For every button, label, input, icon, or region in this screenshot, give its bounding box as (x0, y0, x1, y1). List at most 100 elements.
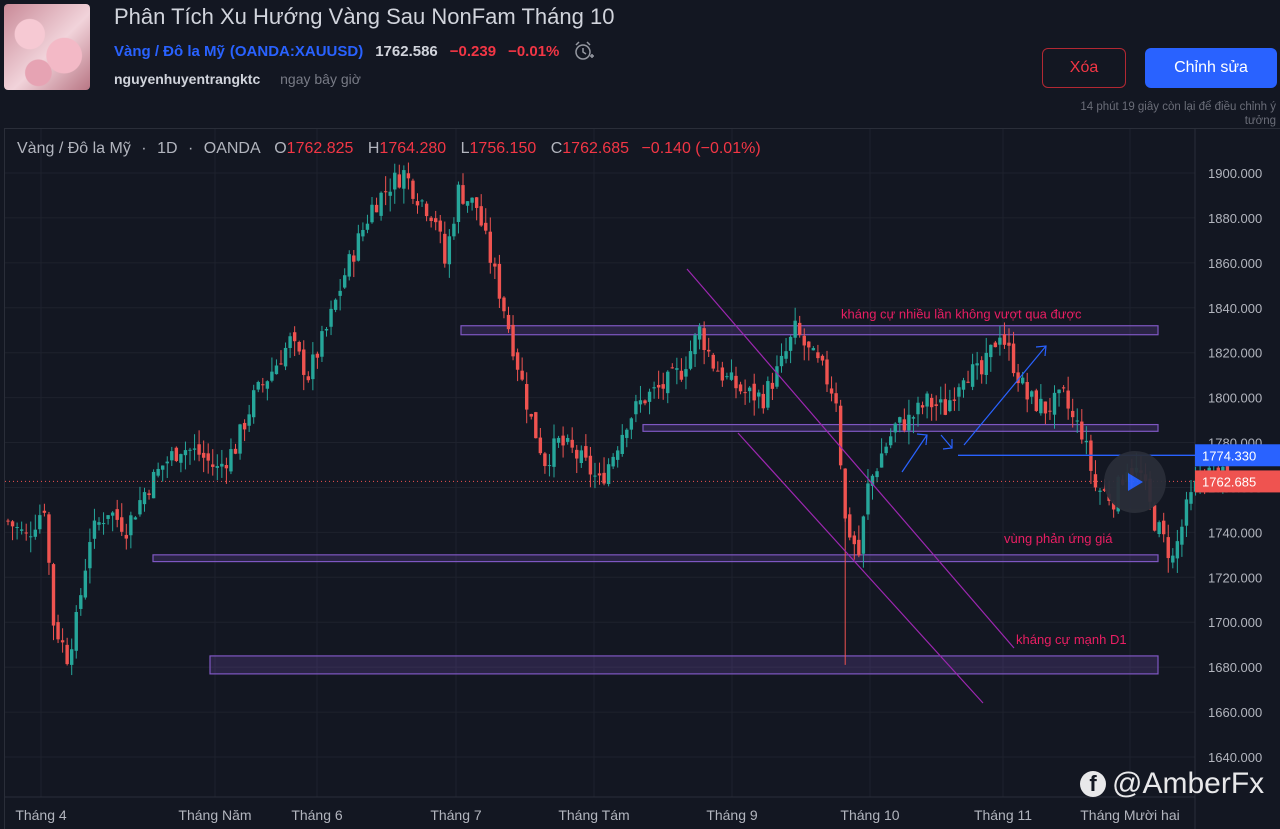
play-replay-button[interactable] (1104, 451, 1166, 513)
horizontal-line-price-tag (1195, 444, 1280, 467)
candle-body (79, 595, 83, 609)
candle-body (975, 363, 979, 366)
candle-body (283, 347, 288, 367)
candle-body (989, 344, 993, 358)
candle-body (1162, 520, 1166, 535)
candle-body (529, 414, 533, 417)
candle-body (142, 492, 147, 505)
delete-button[interactable]: Xóa (1042, 48, 1126, 88)
projection-arrow (963, 345, 1047, 446)
candle-body (588, 455, 593, 475)
ohlc-legend: Vàng / Đô la Mỹ · 1D · OANDA O1762.825 H… (17, 140, 761, 158)
candle-body (247, 414, 251, 426)
candle-body (670, 367, 674, 369)
time-axis-label: Tháng 10 (840, 807, 899, 823)
candle-body (884, 446, 888, 454)
candle-body (857, 539, 861, 556)
legend-high-label: H (367, 140, 380, 157)
author-thumbnail[interactable] (4, 4, 90, 90)
candle-body (620, 434, 624, 454)
current-price: 1762.586 (375, 42, 438, 60)
candle-body (411, 180, 415, 199)
candle-body (984, 352, 988, 375)
price-axis-label: 1680.000 (1208, 660, 1262, 675)
candle-body (206, 453, 210, 461)
candle-body (634, 401, 638, 415)
candle-body (597, 473, 602, 476)
candle-body (593, 475, 597, 477)
edit-button[interactable]: Chỉnh sửa (1145, 48, 1277, 88)
price-axis-label: 1700.000 (1208, 615, 1262, 630)
time-axis-label: Tháng 7 (430, 807, 482, 823)
legend-separator: · (141, 140, 147, 157)
candle-body (1057, 389, 1061, 394)
symbol-name-link[interactable]: Vàng / Đô la Mỹ (114, 42, 225, 60)
price-zone (209, 655, 1159, 675)
time-axis-label: Tháng 9 (706, 807, 758, 823)
legend-high-value: 1764.280 (379, 140, 447, 157)
candle-body (38, 515, 42, 530)
candle-body (474, 197, 479, 208)
candle-body (165, 461, 169, 464)
legend-open-label: O (274, 140, 287, 157)
candle-body (606, 464, 611, 485)
candle-body (124, 534, 128, 539)
time-axis-label: Tháng 6 (291, 807, 343, 823)
candle-body (543, 453, 547, 467)
candle-body (1080, 421, 1084, 440)
candle-body (297, 341, 301, 352)
legend-open-value: 1762.825 (286, 140, 354, 157)
candle-body (1098, 490, 1102, 492)
last-price-tag (1195, 470, 1280, 493)
candle-body (19, 529, 24, 531)
author-name[interactable]: nguyenhuyentrangktc (114, 71, 261, 87)
price-axis-label: 1820.000 (1208, 346, 1262, 361)
candle-body (156, 468, 160, 476)
candle-body (784, 351, 788, 359)
candle-body (993, 342, 998, 348)
candle-body (1111, 502, 1116, 510)
legend-symbol: Vàng / Đô la Mỹ (17, 140, 131, 157)
candle-body (793, 320, 797, 338)
candle-body (1016, 372, 1020, 384)
candle-body (870, 475, 875, 486)
candle-body (515, 352, 520, 370)
candle-body (256, 382, 260, 390)
candle-body (747, 387, 752, 392)
candle-body (629, 418, 634, 430)
price-chart[interactable]: 1640.000 1660.000 1680.000 1700.000 1720.000… (4, 128, 1280, 829)
candle-body (552, 438, 556, 467)
candle-body (393, 172, 397, 190)
candle-body (579, 450, 583, 464)
candle-body (879, 453, 884, 468)
symbol-code-link[interactable]: OANDA:XAUUSD (234, 42, 359, 60)
candle-body (506, 314, 511, 330)
candle-body (707, 349, 711, 352)
candle-body (261, 384, 265, 386)
candle-body (825, 359, 829, 385)
candle-body (638, 400, 643, 405)
candle-body (406, 173, 411, 179)
candle-body (415, 201, 420, 206)
candle-body (120, 517, 124, 532)
candle-body (738, 384, 743, 392)
candle-body (656, 384, 661, 388)
facebook-icon: f (1080, 771, 1106, 797)
candle-body (379, 192, 383, 216)
candle-body (684, 369, 688, 377)
candle-body (97, 522, 101, 525)
candle-body (980, 360, 984, 375)
legend-interval: 1D (157, 140, 178, 157)
alarm-clock-icon[interactable] (573, 40, 595, 62)
candle-body (911, 417, 916, 419)
candle-body (1184, 499, 1189, 526)
candle-body (292, 332, 297, 342)
candle-body (274, 365, 279, 375)
candle-body (338, 290, 342, 296)
edit-time-remaining-line1: 14 phút 19 giây còn lại để điều chỉnh ý (1080, 101, 1276, 113)
candle-body (907, 414, 911, 431)
candle-body (852, 535, 856, 545)
candle-body (229, 449, 233, 472)
chart-canvas[interactable]: 1640.000 1660.000 1680.000 1700.000 1720.000… (5, 129, 1280, 829)
candle-body (461, 185, 465, 204)
